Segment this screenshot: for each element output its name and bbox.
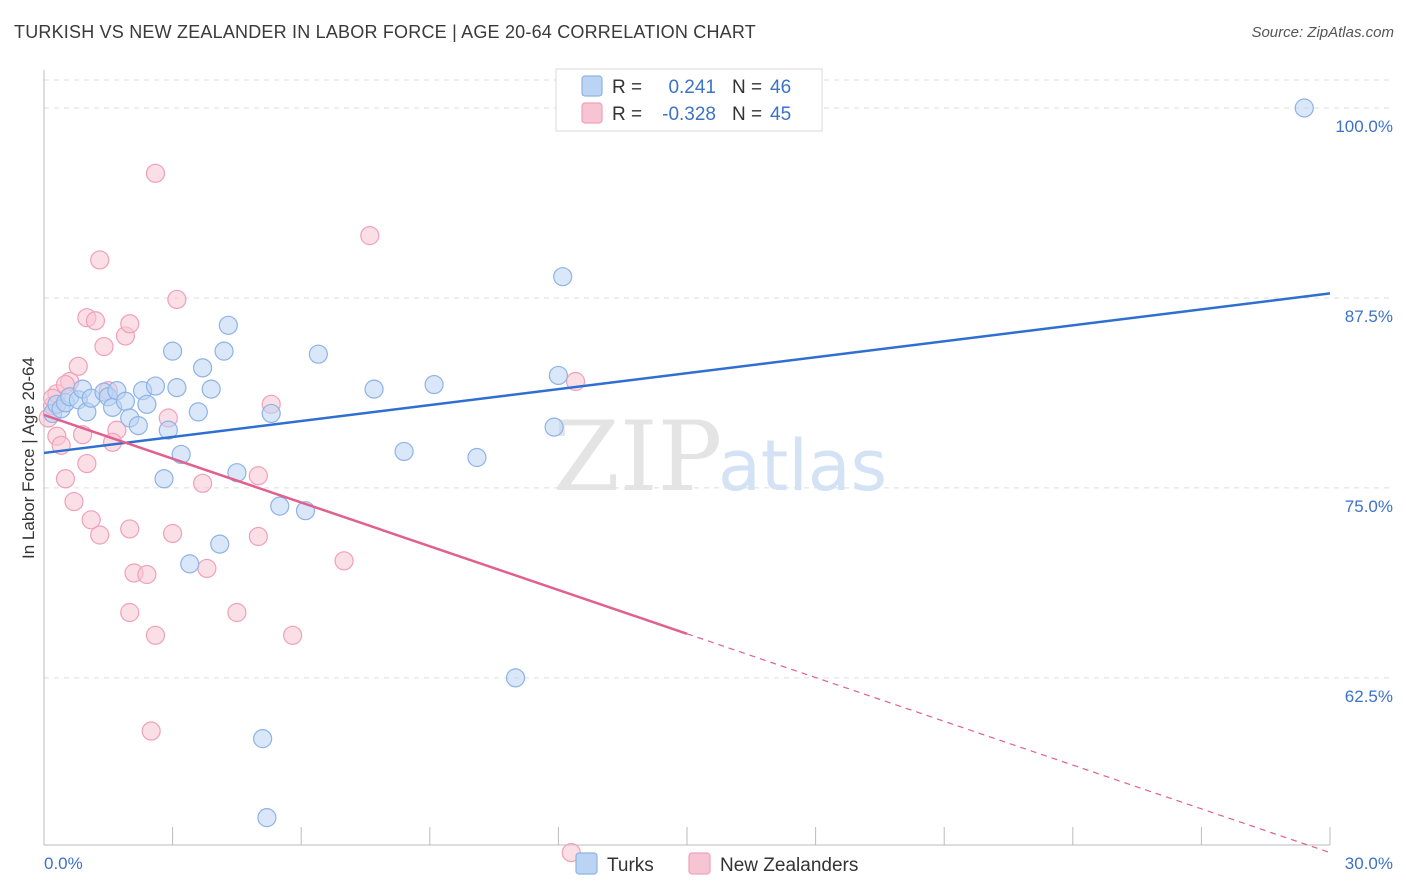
y-tick-label: 62.5% [1345, 687, 1393, 706]
nz-swatch-icon [581, 102, 603, 124]
nz-point [248, 466, 268, 486]
nz-point [77, 453, 97, 474]
turks-legend-icon [575, 852, 598, 875]
turks-point [180, 554, 200, 574]
turks-r-value: 0.241 [668, 77, 716, 98]
nz-point [64, 491, 84, 512]
y-tick-label: 87.5% [1345, 307, 1393, 326]
turks-point [467, 447, 487, 468]
turks-point [308, 344, 328, 364]
turks-point [253, 729, 273, 749]
turks-n-value: 46 [770, 77, 791, 98]
nz-point [227, 602, 247, 623]
turks-r-label: R = [612, 77, 642, 98]
nz-point [283, 625, 303, 645]
turks-swatch-icon [581, 75, 603, 97]
nz-point [163, 523, 183, 544]
turks-point [188, 402, 208, 422]
nz-point [81, 510, 101, 530]
turks-point [163, 341, 183, 361]
turks-legend-label: Turks [607, 855, 654, 876]
turks-point [424, 374, 444, 395]
turks-point [210, 534, 230, 554]
turks-point [128, 415, 148, 436]
turks-point [553, 267, 573, 287]
turks-n-label: N = [732, 77, 762, 98]
turks-point [270, 496, 290, 516]
turks-point [201, 379, 221, 399]
turks-point [167, 377, 187, 398]
turks-point [364, 379, 384, 399]
nz-n-value: 45 [770, 104, 791, 125]
turks-trend-line [43, 292, 1331, 455]
nz-point [145, 625, 166, 645]
nz-point [193, 473, 213, 493]
x-tick-label-max: 30.0% [1345, 854, 1393, 873]
nz-point [167, 289, 187, 310]
turks-point [394, 441, 414, 462]
nz-point [120, 602, 140, 623]
turks-point [505, 668, 526, 688]
turks-point [193, 358, 213, 378]
nz-point [90, 525, 110, 545]
nz-point [334, 551, 354, 571]
turks-point [214, 341, 234, 361]
nz-point [197, 558, 217, 579]
turks-point [1294, 98, 1314, 118]
nz-point [120, 519, 140, 539]
nz-point [248, 526, 268, 547]
turks-point [257, 808, 277, 828]
y-axis-label: In Labor Force | Age 20-64 [19, 357, 38, 559]
nz-point [55, 469, 76, 489]
y-tick-label: 100.0% [1335, 117, 1393, 136]
nz-n-label: N = [732, 104, 762, 125]
nz-point [141, 721, 161, 741]
stats-legend: R = 0.241 N = 46 R = -0.328 N = 45 [555, 68, 823, 132]
nz-point [85, 311, 106, 331]
grid-lines [44, 79, 1394, 679]
turks-point [145, 376, 166, 396]
trend-lines [43, 292, 1331, 854]
source-credit: Source: ZipAtlas.com [1251, 24, 1394, 41]
chart-title: TURKISH VS NEW ZEALANDER IN LABOR FORCE … [14, 22, 756, 42]
turks-point [548, 365, 569, 386]
axes [43, 70, 1331, 846]
nz-trend-line [43, 413, 688, 635]
series-legend: Turks New Zealanders [575, 852, 858, 876]
turks-point [158, 420, 178, 440]
tick-labels: 62.5% 75.0% 87.5% 100.0% 0.0% 30.0% [44, 117, 1393, 873]
nz-point [68, 356, 88, 376]
watermark: ZIP atlas [553, 401, 887, 513]
turks-point [544, 417, 564, 437]
turks-points [42, 98, 1314, 828]
x-tick-label-min: 0.0% [44, 854, 83, 873]
nz-point [120, 314, 140, 334]
nz-legend-icon [688, 852, 711, 875]
watermark-atlas: atlas [718, 425, 887, 507]
nz-point [137, 564, 157, 585]
nz-point [94, 336, 114, 357]
turks-point [261, 403, 281, 424]
nz-r-label: R = [612, 104, 642, 125]
nz-point [145, 163, 166, 183]
nz-point [360, 226, 380, 246]
turks-point [218, 315, 238, 335]
turks-point [137, 394, 157, 414]
nz-trend-line-extrapolated [686, 633, 1331, 854]
nz-r-value: -0.328 [662, 104, 716, 125]
turks-point [154, 469, 174, 489]
nz-point [90, 250, 110, 270]
nz-legend-label: New Zealanders [720, 855, 858, 876]
y-tick-label: 75.0% [1345, 497, 1393, 516]
watermark-zip: ZIP [553, 401, 722, 513]
turks-point [115, 391, 136, 411]
